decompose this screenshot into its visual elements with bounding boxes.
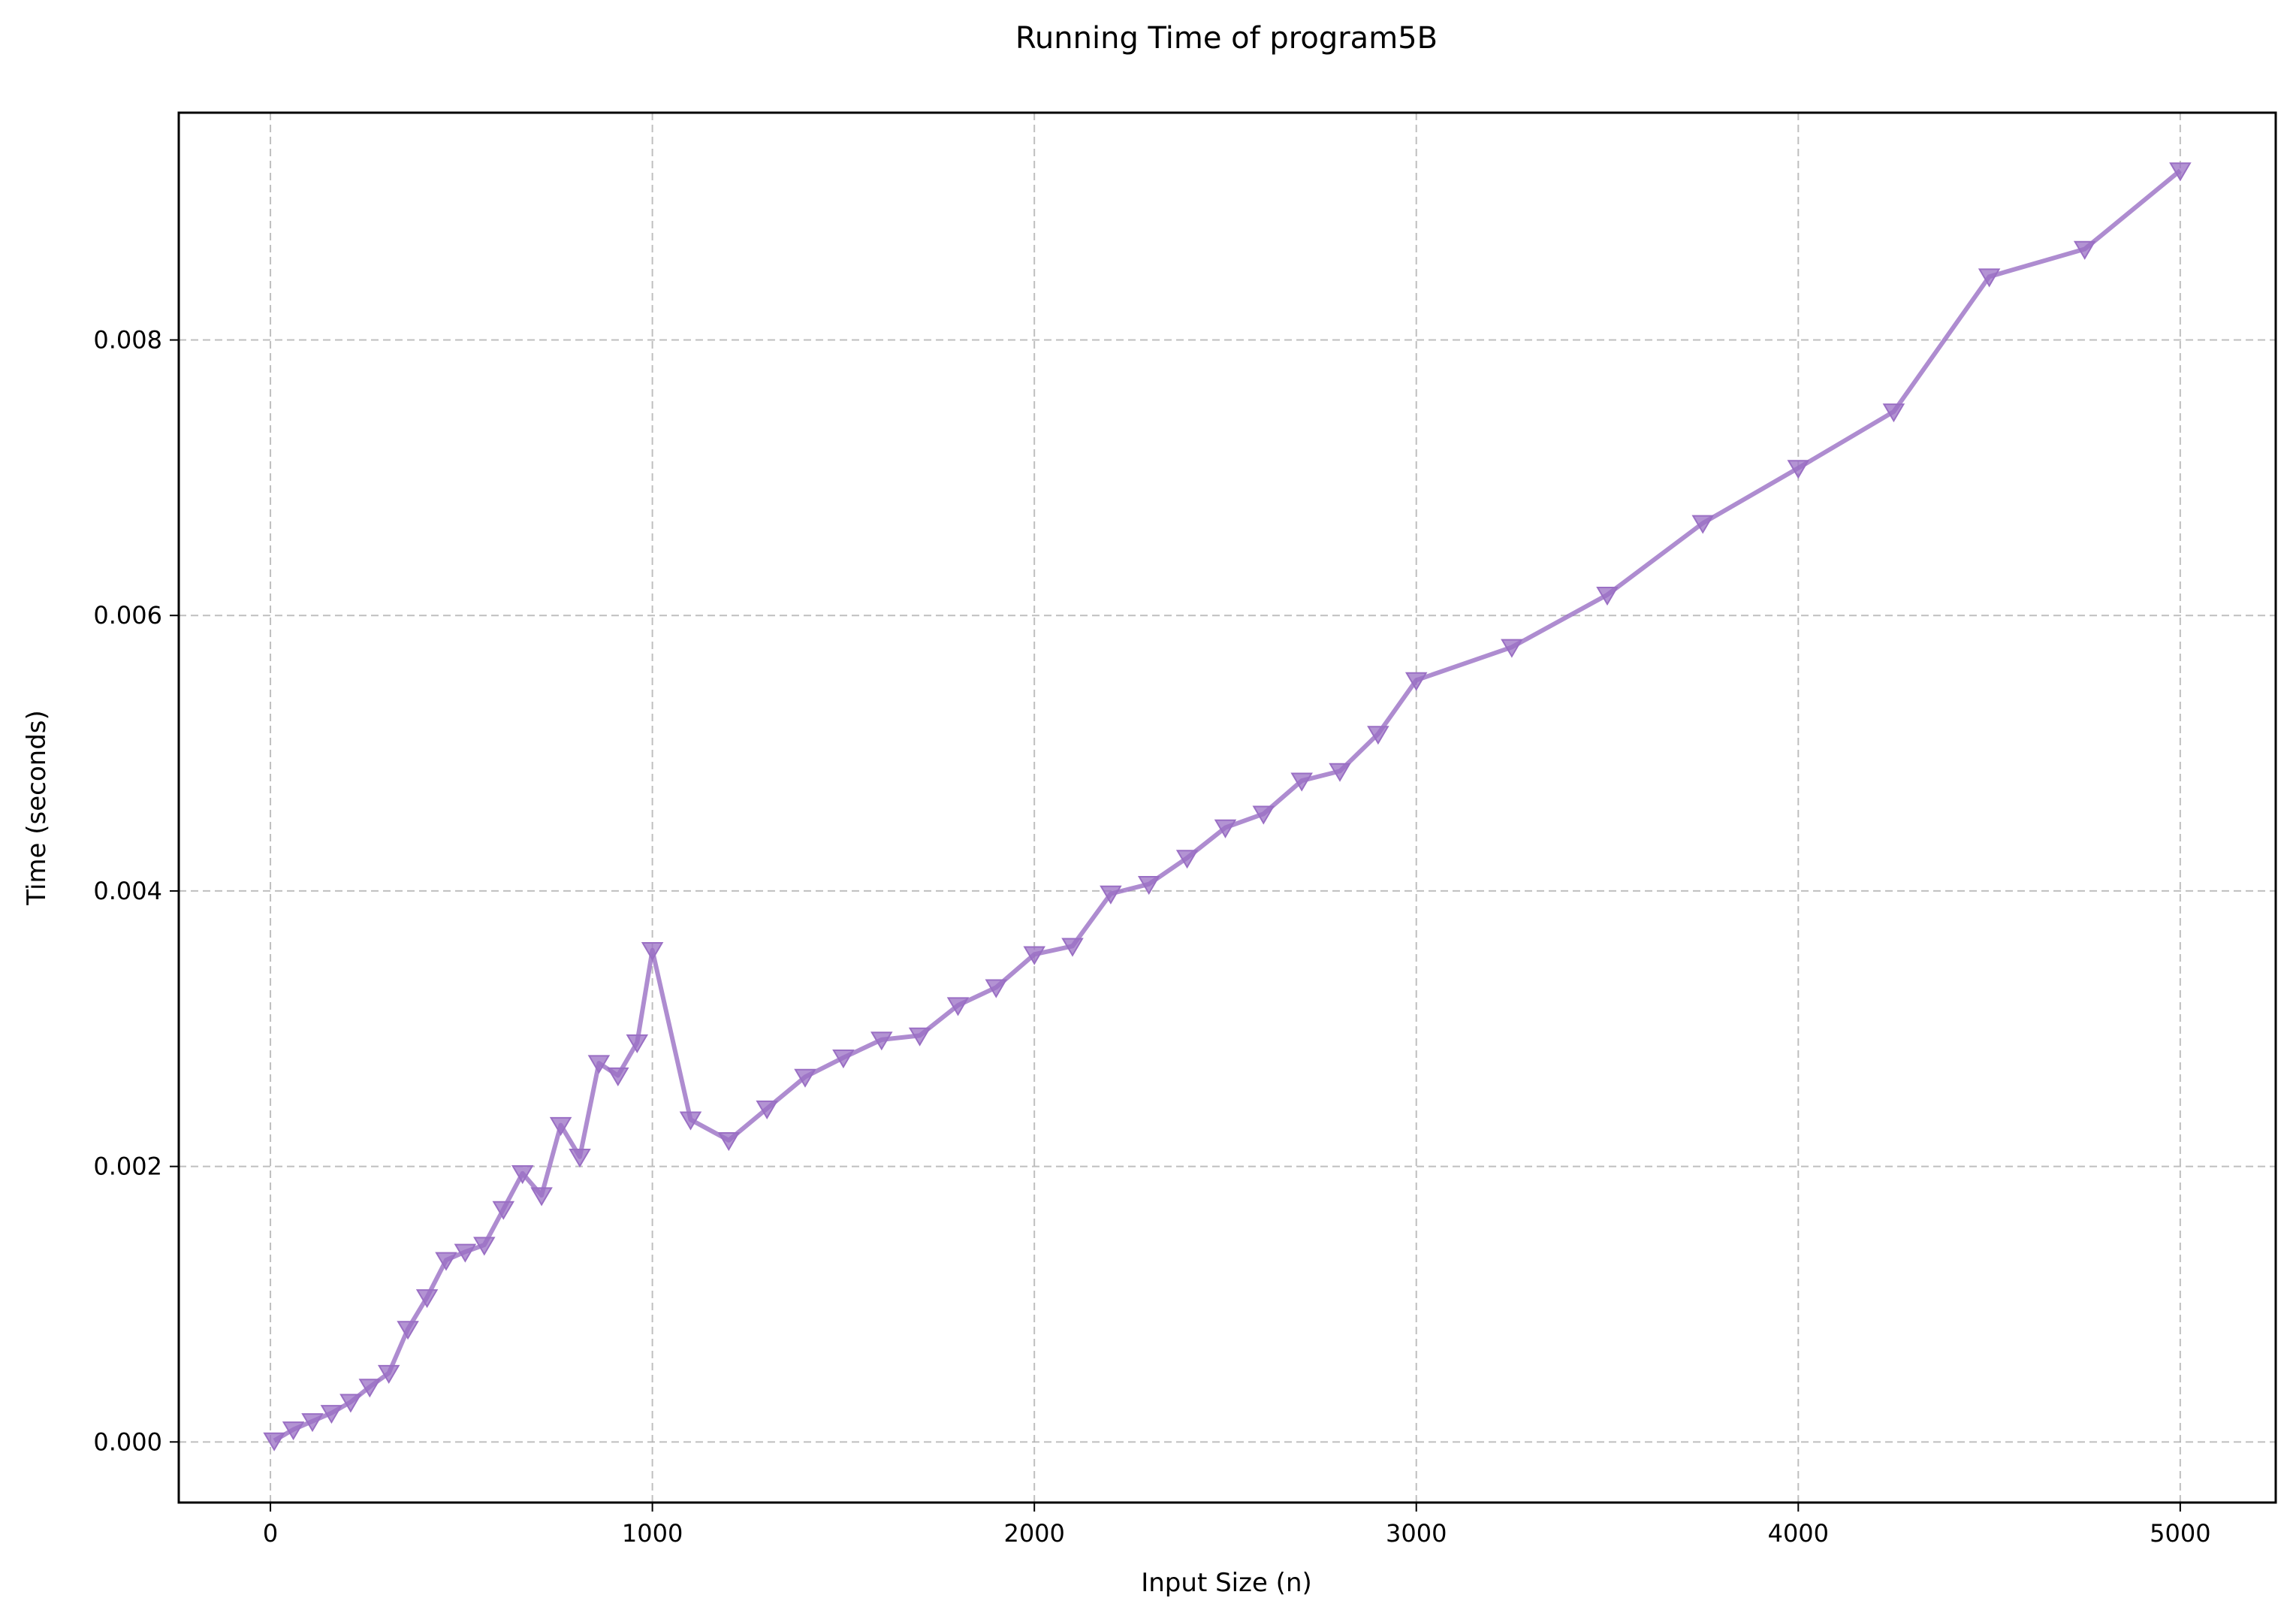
y-tick-label: 0.000 bbox=[93, 1427, 162, 1456]
data-point-marker bbox=[1061, 938, 1084, 957]
series-line bbox=[273, 168, 2182, 1443]
data-point-marker bbox=[301, 1413, 324, 1433]
x-tick-label: 4000 bbox=[1768, 1519, 1829, 1548]
data-point-marker bbox=[569, 1149, 591, 1168]
data-point-marker bbox=[530, 1187, 553, 1207]
data-point-marker bbox=[1137, 876, 1160, 896]
data-point-marker bbox=[1329, 763, 1351, 782]
data-point-marker bbox=[492, 1201, 515, 1220]
plot-frame bbox=[177, 111, 2277, 1504]
data-point-marker bbox=[946, 997, 970, 1016]
data-point-marker bbox=[358, 1379, 382, 1398]
data-point-marker bbox=[756, 1100, 778, 1119]
data-point-marker bbox=[1404, 672, 1428, 691]
x-tick-label: 1000 bbox=[622, 1519, 683, 1548]
data-point-marker bbox=[1023, 946, 1045, 965]
data-point-marker bbox=[587, 1055, 611, 1074]
data-point-marker bbox=[641, 942, 664, 962]
x-tick-label: 3000 bbox=[1386, 1519, 1447, 1548]
data-point-marker bbox=[339, 1394, 362, 1413]
data-point-marker bbox=[397, 1321, 419, 1340]
data-point-marker bbox=[1501, 639, 1523, 658]
data-point-marker bbox=[717, 1132, 741, 1152]
data-point-marker bbox=[377, 1364, 400, 1384]
data-point-marker bbox=[511, 1165, 534, 1185]
data-point-marker bbox=[1175, 850, 1199, 869]
data-point-marker bbox=[1290, 772, 1313, 792]
data-point-marker bbox=[1100, 885, 1122, 905]
y-tick-label: 0.006 bbox=[93, 601, 162, 630]
data-point-marker bbox=[794, 1068, 816, 1088]
x-tick-label: 2000 bbox=[1003, 1519, 1064, 1548]
data-point-marker bbox=[1787, 460, 1810, 479]
chart-title: Running Time of program5B bbox=[1015, 21, 1438, 56]
data-point-marker bbox=[1978, 268, 2001, 288]
data-point-marker bbox=[320, 1405, 343, 1424]
data-point-marker bbox=[2169, 162, 2192, 182]
data-point-marker bbox=[607, 1067, 629, 1086]
y-tick-label: 0.002 bbox=[93, 1152, 162, 1181]
data-point-marker bbox=[679, 1111, 702, 1131]
data-point-marker bbox=[435, 1252, 457, 1271]
data-point-marker bbox=[870, 1031, 893, 1051]
x-tick-label: 0 bbox=[263, 1519, 278, 1548]
data-point-marker bbox=[1214, 819, 1237, 838]
x-tick-label: 5000 bbox=[2150, 1519, 2210, 1548]
data-point-marker bbox=[1252, 805, 1275, 825]
x-axis-label: Input Size (n) bbox=[1141, 1568, 1312, 1598]
data-point-marker bbox=[985, 979, 1008, 998]
data-point-marker bbox=[1596, 587, 1619, 606]
data-point-marker bbox=[1882, 403, 1905, 423]
grid-lines bbox=[179, 113, 2276, 1503]
data-point-marker bbox=[626, 1034, 649, 1053]
data-point-marker bbox=[1367, 726, 1389, 745]
data-point-marker bbox=[263, 1432, 285, 1451]
data-point-marker bbox=[282, 1421, 305, 1441]
series-layer bbox=[263, 162, 2192, 1451]
data-point-marker bbox=[2073, 240, 2096, 260]
y-tick-label: 0.008 bbox=[93, 326, 162, 355]
data-point-marker bbox=[908, 1027, 931, 1047]
axis-ticks: 0 1000 2000 3000 4000 5000 0.000 0.002 0.004 0.00… bbox=[93, 326, 2210, 1548]
data-point-marker bbox=[549, 1116, 572, 1136]
y-axis-label: Time (seconds) bbox=[22, 710, 52, 906]
y-tick-label: 0.004 bbox=[93, 877, 162, 905]
data-point-marker bbox=[832, 1050, 855, 1069]
data-point-marker bbox=[1691, 515, 1714, 534]
data-point-marker bbox=[473, 1237, 496, 1256]
data-point-marker bbox=[454, 1243, 477, 1263]
data-point-marker bbox=[415, 1289, 439, 1309]
